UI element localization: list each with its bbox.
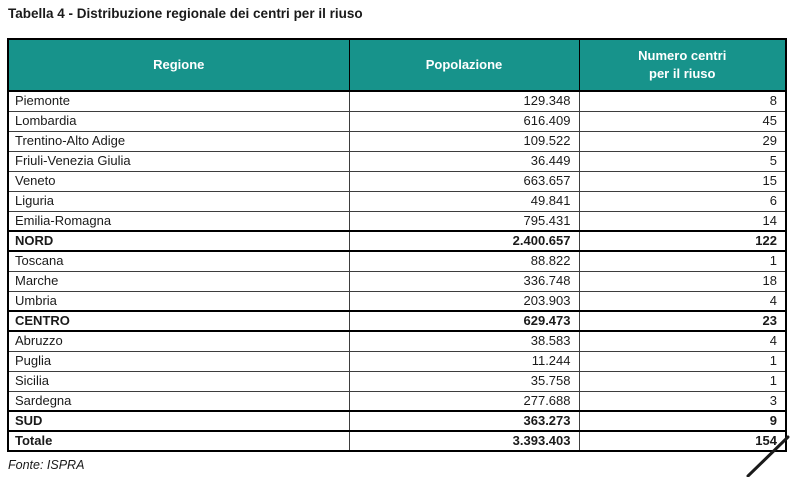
table-row: Puglia 11.244 1 bbox=[7, 350, 787, 372]
cell-centers: 6 bbox=[578, 190, 787, 212]
table-row: Lombardia 616.409 45 bbox=[7, 110, 787, 132]
cell-region: Liguria bbox=[7, 190, 350, 212]
cell-population: 629.473 bbox=[348, 310, 580, 332]
cell-centers: 3 bbox=[578, 390, 787, 412]
cell-centers: 45 bbox=[578, 110, 787, 132]
cell-population: 35.758 bbox=[348, 370, 580, 392]
cell-population: 663.657 bbox=[348, 170, 580, 192]
cell-region: Umbria bbox=[7, 290, 350, 312]
cell-region: Veneto bbox=[7, 170, 350, 192]
table-row: Sicilia 35.758 1 bbox=[7, 370, 787, 392]
cell-population: 363.273 bbox=[348, 410, 580, 432]
table-row-subtotal: NORD 2.400.657 122 bbox=[7, 230, 787, 252]
cell-centers: 29 bbox=[578, 130, 787, 152]
cell-centers: 18 bbox=[578, 270, 787, 292]
cell-centers: 15 bbox=[578, 170, 787, 192]
cell-centers: 9 bbox=[578, 410, 787, 432]
cell-centers: 1 bbox=[578, 370, 787, 392]
table-row: Trentino-Alto Adige 109.522 29 bbox=[7, 130, 787, 152]
cell-population: 109.522 bbox=[348, 130, 580, 152]
cell-region: Trentino-Alto Adige bbox=[7, 130, 350, 152]
cell-population: 3.393.403 bbox=[348, 430, 580, 452]
table-row-subtotal: SUD 363.273 9 bbox=[7, 410, 787, 432]
table-body: Piemonte 129.348 8 Lombardia 616.409 45 Trenti… bbox=[7, 90, 787, 452]
cell-population: 2.400.657 bbox=[348, 230, 580, 252]
cell-region: Lombardia bbox=[7, 110, 350, 132]
cell-population: 336.748 bbox=[348, 270, 580, 292]
cell-centers: 23 bbox=[578, 310, 787, 332]
cell-population: 795.431 bbox=[348, 210, 580, 232]
cell-centers: 154 bbox=[578, 430, 787, 452]
table-row: Marche 336.748 18 bbox=[7, 270, 787, 292]
table-row: Umbria 203.903 4 bbox=[7, 290, 787, 312]
cell-centers: 14 bbox=[578, 210, 787, 232]
col-header-numero-centri: Numero centri per il riuso bbox=[578, 38, 787, 92]
cell-population: 277.688 bbox=[348, 390, 580, 412]
cell-centers: 4 bbox=[578, 290, 787, 312]
cell-population: 11.244 bbox=[348, 350, 580, 372]
table-row: Liguria 49.841 6 bbox=[7, 190, 787, 212]
cell-population: 616.409 bbox=[348, 110, 580, 132]
cell-population: 203.903 bbox=[348, 290, 580, 312]
cell-region: Puglia bbox=[7, 350, 350, 372]
cell-region: Emilia-Romagna bbox=[7, 210, 350, 232]
cell-region: Sicilia bbox=[7, 370, 350, 392]
header-row: Regione Popolazione Numero centri per il… bbox=[7, 38, 787, 92]
table-row-subtotal: Totale 3.393.403 154 bbox=[7, 430, 787, 452]
table-row: Emilia-Romagna 795.431 14 bbox=[7, 210, 787, 232]
cell-population: 49.841 bbox=[348, 190, 580, 212]
corner-slash-decoration bbox=[746, 435, 790, 477]
cell-centers: 8 bbox=[578, 90, 787, 112]
cell-region: Sardegna bbox=[7, 390, 350, 412]
cell-region: Abruzzo bbox=[7, 330, 350, 352]
cell-region: Totale bbox=[7, 430, 350, 452]
table-row: Friuli-Venezia Giulia 36.449 5 bbox=[7, 150, 787, 172]
table-row-subtotal: CENTRO 629.473 23 bbox=[7, 310, 787, 332]
cell-centers: 5 bbox=[578, 150, 787, 172]
cell-region: Piemonte bbox=[7, 90, 350, 112]
cell-region: Toscana bbox=[7, 250, 350, 272]
table-row: Piemonte 129.348 8 bbox=[7, 90, 787, 112]
cell-population: 88.822 bbox=[348, 250, 580, 272]
cell-population: 129.348 bbox=[348, 90, 580, 112]
col-header-regione: Regione bbox=[7, 38, 350, 92]
cell-population: 36.449 bbox=[348, 150, 580, 172]
cell-region: CENTRO bbox=[7, 310, 350, 332]
cell-centers: 1 bbox=[578, 350, 787, 372]
table-header: Regione Popolazione Numero centri per il… bbox=[7, 38, 787, 92]
table-row: Veneto 663.657 15 bbox=[7, 170, 787, 192]
table-row: Sardegna 277.688 3 bbox=[7, 390, 787, 412]
cell-centers: 122 bbox=[578, 230, 787, 252]
cell-centers: 1 bbox=[578, 250, 787, 272]
cell-region: NORD bbox=[7, 230, 350, 252]
cell-region: SUD bbox=[7, 410, 350, 432]
table-caption: Tabella 4 - Distribuzione regionale dei … bbox=[8, 6, 363, 21]
cell-centers: 4 bbox=[578, 330, 787, 352]
regional-reuse-centers-table: Regione Popolazione Numero centri per il… bbox=[7, 38, 787, 452]
col-header-popolazione: Popolazione bbox=[348, 38, 580, 92]
table-row: Toscana 88.822 1 bbox=[7, 250, 787, 272]
cell-population: 38.583 bbox=[348, 330, 580, 352]
table-row: Abruzzo 38.583 4 bbox=[7, 330, 787, 352]
source-note: Fonte: ISPRA bbox=[8, 458, 85, 472]
cell-region: Friuli-Venezia Giulia bbox=[7, 150, 350, 172]
cell-region: Marche bbox=[7, 270, 350, 292]
